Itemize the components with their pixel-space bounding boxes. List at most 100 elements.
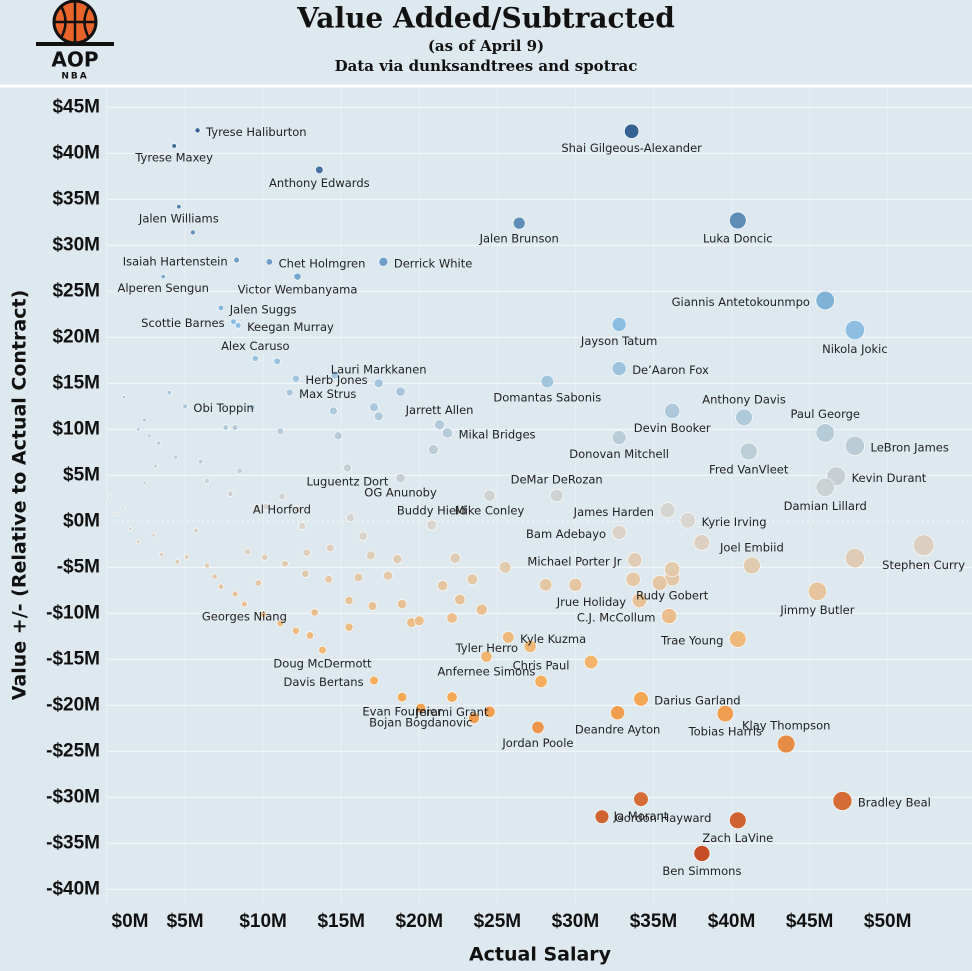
logo-bar [36,42,114,46]
player-point [512,216,526,230]
player-point [174,559,180,565]
chart-note: Data via dunksandtrees and spotrac [335,57,638,75]
player-point [466,573,479,586]
player-point [523,640,537,653]
player-point [265,258,273,266]
player-label: Doug McDermott [273,656,372,670]
player-label: Scottie Barnes [141,316,224,330]
player-point [160,274,166,280]
player-point [631,592,648,609]
player-point [255,579,262,587]
player-point [534,674,548,688]
player-point [502,631,515,644]
player-point [729,211,747,230]
x-tick-label: $30M [552,911,600,932]
player-point [549,488,564,503]
player-label: Jrue Holiday [556,595,627,609]
player-point [326,543,335,553]
player-point [664,402,681,419]
player-point [182,403,188,409]
player-label: Devin Booker [634,421,711,435]
player-label: Jerami Grant [415,705,489,719]
player-point [449,552,461,564]
x-tick-label: $20M [396,911,444,932]
player-point [128,526,133,531]
player-point [729,630,747,648]
player-label: Damian Lillard [784,499,867,513]
y-tick-label: $20M [52,326,100,347]
chart-subtitle: (as of April 9) [428,37,544,55]
player-point [729,811,747,830]
y-tick-label: $30M [52,234,100,255]
player-point [108,494,112,499]
player-label: Max Strus [299,387,356,401]
player-label: Lauri Markkanen [331,362,427,376]
player-label: Herb Jones [305,373,367,387]
player-point [395,386,406,397]
player-label: Jimmy Butler [779,603,854,617]
y-tick-label: $45M [52,96,100,117]
player-point [693,845,711,862]
player-point [204,477,210,484]
player-label: Jalen Suggs [229,302,297,316]
y-tick-label: -$5M [57,556,100,577]
player-label: Zach LaVine [702,831,773,845]
player-point [844,548,865,569]
player-point [273,357,281,365]
player-point [366,550,376,561]
player-point [434,419,445,431]
player-point [446,691,458,703]
player-label: Isaiah Hartenstein [123,255,228,269]
player-point [197,458,204,465]
player-label: Rudy Gobert [636,589,709,603]
player-point [807,581,827,601]
player-point [146,433,152,439]
player-label: DeMar DeRozan [511,473,603,487]
player-label: Deandre Ayton [575,722,661,736]
player-point [302,548,311,557]
player-point [415,702,427,714]
player-label: Anthony Davis [702,392,786,406]
player-point [204,562,210,569]
player-point [310,608,319,617]
player-point [142,480,147,485]
player-point [278,492,286,501]
player-label: Bam Adebayo [526,527,606,541]
player-point [231,590,239,598]
x-tick-label: $15M [317,911,365,932]
player-point [241,600,248,608]
player-label: Joel Embiid [719,540,784,554]
player-label: Klay Thompson [742,719,830,733]
x-tick-label: $0M [112,911,149,932]
player-point [624,123,640,139]
logo: AOP NBA [36,0,114,82]
player-label: Darius Garland [654,693,740,707]
player-point [777,734,796,754]
player-point [285,388,294,397]
player-point [743,556,761,575]
player-point [281,559,289,568]
player-point [234,322,242,329]
x-tick-label: $35M [630,911,678,932]
player-label: Jalen Williams [138,211,219,225]
y-tick-label: $40M [52,142,100,163]
player-label: Kyrie Irving [702,515,767,529]
logo-lines [54,1,96,43]
chart-title: Value Added/Subtracted [296,2,675,35]
points [108,123,935,862]
player-point [378,257,389,267]
player-label: Alperen Sengun [117,281,208,295]
y-tick-label: -$15M [46,648,100,669]
player-point [315,165,324,174]
player-point [156,440,161,446]
player-point [427,444,439,455]
player-point [276,427,284,435]
player-label: Anfernee Simons [437,665,535,679]
player-label: Bradley Beal [858,796,931,810]
player-point [346,513,356,523]
player-label: Buddy Hield [397,503,467,517]
player-point [231,424,239,431]
player-point [136,427,141,432]
player-label: Al Horford [253,502,311,516]
player-label: Donovan Mitchell [569,447,669,461]
